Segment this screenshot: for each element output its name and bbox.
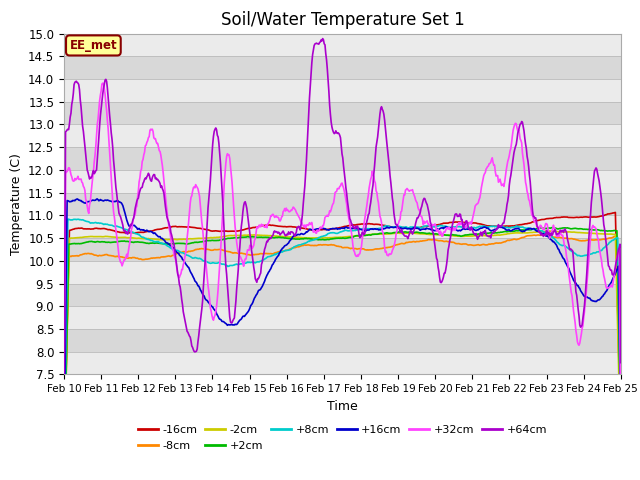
Bar	[64, 79, 621, 102]
+8cm	[214, 260, 222, 265]
-2cm	[546, 228, 554, 234]
Line: +2cm: +2cm	[64, 228, 621, 480]
+64cm	[411, 225, 419, 231]
+8cm	[60, 464, 68, 469]
Bar	[64, 192, 621, 216]
Line: -2cm: -2cm	[64, 231, 621, 461]
+16cm	[185, 264, 193, 270]
+64cm	[617, 360, 625, 366]
X-axis label: Time: Time	[327, 400, 358, 413]
+64cm	[127, 222, 135, 228]
-16cm	[426, 223, 434, 229]
Text: EE_met: EE_met	[70, 39, 117, 52]
Line: -16cm: -16cm	[64, 213, 621, 457]
-16cm	[184, 224, 192, 230]
Title: Soil/Water Temperature Set 1: Soil/Water Temperature Set 1	[221, 11, 464, 29]
-16cm	[214, 228, 221, 234]
+32cm	[60, 385, 68, 391]
+64cm	[60, 423, 68, 429]
Y-axis label: Temperature (C): Temperature (C)	[10, 153, 22, 255]
+16cm	[74, 196, 81, 202]
+64cm	[214, 132, 221, 138]
+2cm	[214, 238, 221, 243]
+8cm	[64, 216, 72, 222]
Bar	[64, 56, 621, 79]
-2cm	[426, 232, 434, 238]
Bar	[64, 124, 621, 147]
+32cm	[411, 194, 419, 200]
-2cm	[214, 234, 221, 240]
+32cm	[617, 432, 625, 437]
Bar	[64, 284, 621, 306]
Bar	[64, 216, 621, 238]
Legend: -16cm, -8cm, -2cm, +2cm, +8cm, +16cm, +32cm, +64cm: -16cm, -8cm, -2cm, +2cm, +8cm, +16cm, +3…	[134, 421, 551, 456]
+32cm	[214, 287, 222, 292]
+8cm	[71, 216, 79, 222]
Bar	[64, 306, 621, 329]
+8cm	[128, 229, 136, 235]
Bar	[64, 34, 621, 56]
Bar	[64, 170, 621, 192]
Line: +8cm: +8cm	[64, 219, 621, 467]
+8cm	[617, 425, 625, 431]
+2cm	[617, 430, 625, 435]
+2cm	[184, 241, 192, 247]
+32cm	[428, 225, 435, 231]
-2cm	[127, 235, 135, 240]
+16cm	[60, 455, 68, 460]
+16cm	[214, 313, 222, 319]
+16cm	[128, 223, 136, 228]
Bar	[64, 102, 621, 124]
Line: +64cm: +64cm	[64, 38, 621, 426]
+64cm	[428, 222, 435, 228]
+64cm	[70, 82, 78, 87]
Bar	[64, 147, 621, 170]
+64cm	[184, 329, 192, 335]
+16cm	[428, 227, 435, 233]
+32cm	[128, 224, 136, 230]
+32cm	[99, 80, 107, 86]
-16cm	[612, 210, 620, 216]
-16cm	[617, 438, 625, 444]
-16cm	[127, 229, 135, 235]
Bar	[64, 352, 621, 374]
+64cm	[319, 36, 326, 41]
+2cm	[70, 240, 78, 246]
+32cm	[70, 178, 78, 184]
-16cm	[70, 226, 78, 232]
+32cm	[185, 218, 193, 224]
Bar	[64, 329, 621, 352]
-8cm	[127, 255, 135, 261]
Bar	[64, 261, 621, 284]
Line: +16cm: +16cm	[64, 199, 621, 457]
+2cm	[549, 225, 557, 230]
+2cm	[426, 231, 434, 237]
+8cm	[428, 224, 435, 230]
Line: +32cm: +32cm	[64, 83, 621, 434]
-2cm	[410, 230, 418, 236]
-16cm	[410, 225, 418, 231]
-8cm	[70, 253, 78, 259]
+2cm	[60, 477, 68, 480]
+16cm	[617, 431, 625, 436]
+16cm	[411, 225, 419, 231]
Bar	[64, 238, 621, 261]
-8cm	[410, 239, 418, 244]
-16cm	[60, 454, 68, 460]
+16cm	[70, 198, 78, 204]
Line: -8cm: -8cm	[64, 235, 621, 480]
+2cm	[127, 239, 135, 245]
+8cm	[185, 253, 193, 259]
+8cm	[411, 224, 419, 230]
-8cm	[214, 247, 221, 252]
-2cm	[617, 456, 625, 462]
-8cm	[426, 237, 434, 242]
-8cm	[534, 232, 542, 238]
-8cm	[184, 249, 192, 255]
-8cm	[617, 432, 625, 438]
-2cm	[184, 236, 192, 242]
-2cm	[70, 235, 78, 241]
-2cm	[60, 458, 68, 464]
+2cm	[410, 229, 418, 235]
